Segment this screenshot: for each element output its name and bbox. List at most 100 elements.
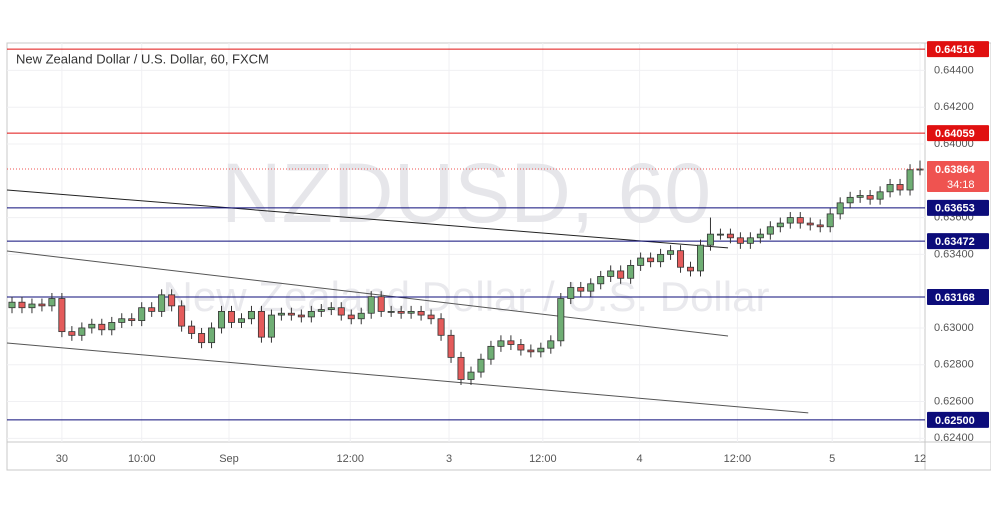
trend-line (6, 250, 729, 337)
candle-body (716, 233, 724, 236)
level-label-box (927, 233, 989, 250)
candle-body (407, 310, 415, 314)
candle-body (617, 270, 625, 279)
level-label: 0.62500 (935, 415, 975, 427)
candle-body (228, 310, 236, 323)
y-tick-label: 0.63000 (934, 322, 974, 334)
last-price-box (927, 161, 989, 193)
candle-body (766, 226, 774, 235)
candle-body (108, 322, 116, 331)
level-label: 0.63168 (935, 292, 975, 304)
candle-body (547, 340, 555, 349)
candle-body (826, 213, 834, 228)
level-label: 0.63472 (935, 236, 975, 248)
x-tick-label: 3 (446, 453, 452, 465)
candle-body (457, 356, 465, 380)
candle-body (497, 340, 505, 347)
level-label-box (927, 41, 989, 58)
candle-body (367, 296, 375, 314)
last-price-label: 0.63864 (935, 164, 976, 176)
candle-body (896, 184, 904, 191)
candle-body (218, 310, 226, 329)
candle-body (587, 283, 595, 292)
y-tick-label: 0.64200 (934, 101, 974, 113)
y-tick-label: 0.64400 (934, 64, 974, 76)
candle-body (806, 222, 814, 226)
level-label: 0.63653 (935, 203, 975, 215)
plot-area (6, 48, 925, 421)
candle-body (677, 250, 685, 268)
candle-body (696, 244, 704, 272)
candle-body (437, 318, 445, 336)
candle-body (327, 307, 335, 310)
candle-body (188, 325, 196, 334)
candle-body (68, 331, 76, 336)
candle-body (387, 310, 395, 313)
candle-body (208, 327, 216, 344)
candle-body (487, 345, 495, 360)
x-tick-label: 4 (637, 453, 643, 465)
candle-body (836, 202, 844, 215)
candle-body (168, 294, 176, 307)
y-tick-label: 0.62600 (934, 395, 974, 407)
y-tick-label: 0.62400 (934, 432, 974, 444)
x-tick-label: Sep (219, 453, 239, 465)
x-tick-label: 12:00 (529, 453, 557, 465)
x-tick-label: 12 (914, 453, 926, 465)
candle-body (736, 237, 744, 244)
candle-body (287, 312, 295, 316)
candle-body (307, 310, 315, 318)
candle-body (8, 301, 16, 309)
candle-body (647, 257, 655, 263)
candle-body (337, 307, 345, 316)
candle-body (427, 314, 435, 320)
candle-body (527, 349, 535, 353)
chart-frame (6, 42, 991, 471)
level-label-box (927, 125, 989, 142)
candle-body (746, 237, 754, 244)
x-tick-label: 12:00 (336, 453, 364, 465)
candle-body (417, 310, 425, 316)
candle-body (447, 334, 455, 358)
candle-body (667, 250, 675, 255)
x-tick-label: 30 (56, 453, 68, 465)
candle-body (657, 253, 665, 263)
candle-body (118, 318, 126, 323)
candle-body (537, 347, 545, 353)
candle-body (277, 312, 285, 316)
candle-body (148, 307, 156, 312)
watermark-title: NZDUSD, 60 (221, 146, 711, 240)
candle-body (78, 327, 86, 336)
candle-body (517, 344, 525, 351)
level-label: 0.64059 (935, 128, 975, 140)
candle-body (796, 217, 804, 224)
candle-body (38, 303, 46, 307)
x-tick-label: 12:00 (724, 453, 752, 465)
candle-body (347, 314, 355, 320)
candle-body (88, 323, 96, 329)
candle-body (28, 303, 36, 309)
trend-line (6, 189, 729, 249)
candle-body (138, 307, 146, 321)
candle-body (567, 287, 575, 299)
candle-body (886, 184, 894, 193)
candle-body (397, 310, 405, 314)
candle-body (267, 314, 275, 338)
candle-body (856, 195, 864, 198)
candle-body (906, 169, 914, 191)
y-tick-label: 0.62800 (934, 359, 974, 371)
candle-body (467, 371, 475, 380)
trend-line (6, 342, 809, 414)
candle-body (577, 287, 585, 292)
candle-body (18, 301, 26, 309)
candle-body (607, 270, 615, 277)
candle-body (158, 294, 166, 312)
y-tick-label: 0.63400 (934, 248, 974, 260)
chart-title: New Zealand Dollar / U.S. Dollar, 60, FX… (16, 51, 269, 66)
candle-body (687, 266, 695, 272)
candle-body (257, 310, 265, 338)
candle-body (756, 233, 764, 239)
x-tick-label: 10:00 (128, 453, 156, 465)
candle-body (846, 196, 854, 204)
